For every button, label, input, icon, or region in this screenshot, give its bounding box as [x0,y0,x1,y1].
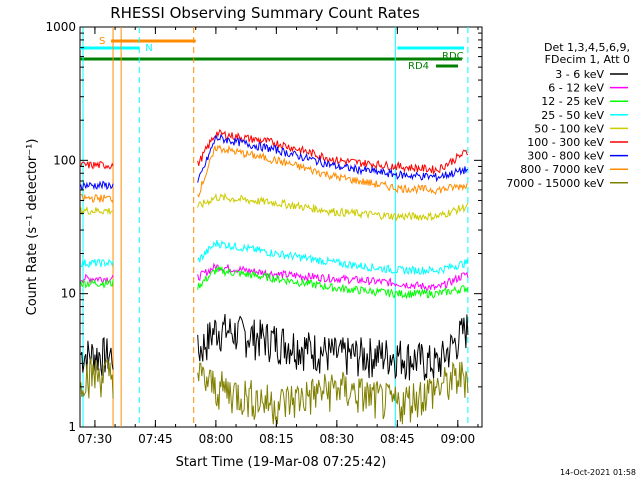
legend-label: 300 - 800 keV [527,150,604,163]
x-tick-label: 07:45 [138,432,173,446]
series-line [80,205,114,216]
legend-label: 25 - 50 keV [541,109,604,122]
legend-label: 100 - 300 keV [527,136,604,149]
legend-label: 50 - 100 keV [534,122,604,135]
series-line [80,278,114,289]
legend-label: 12 - 25 keV [541,95,604,108]
series-line [197,262,469,292]
legend-label: 3 - 6 keV [555,68,604,81]
x-tick-label: 07:30 [78,432,113,446]
series-line [197,192,469,222]
y-tick-label: 10 [61,287,76,301]
legend-label: 6 - 12 keV [548,82,604,95]
x-tick-label: 08:30 [320,432,355,446]
legend-header: Det 1,3,4,5,6,9, [544,41,630,54]
x-tick-label: 09:00 [441,432,476,446]
axis-ticks: 07:30 07:45 08:00 08:15 08:30 08:45 09:00 1 10 10… [45,20,482,446]
legend-label: 800 - 7000 keV [520,163,604,176]
legend-header: FDecim 1, Att 0 [545,53,630,66]
x-tick-label: 08:15 [259,432,294,446]
series-line [197,313,469,381]
time-markers: N S RDC RD4 [80,27,469,427]
series-line [80,161,114,170]
series-line [197,133,468,183]
series-line [80,193,114,203]
series-line [197,361,469,425]
legend: Det 1,3,4,5,6,9,FDecim 1, Att 0 3 - 6 keV… [506,41,630,190]
series-line [197,144,468,198]
y-axis-label: Count Rate (s⁻¹ detector⁻¹) [25,139,40,316]
y-tick-label: 100 [53,153,76,167]
y-tick-label: 1000 [45,20,76,34]
x-tick-label: 08:00 [199,432,234,446]
series-line [80,258,114,269]
series-line [80,336,114,377]
footer-timestamp: 14-Oct-2021 01:58 [560,468,636,477]
series-line [197,239,469,275]
legend-label: 7000 - 15000 keV [506,177,604,190]
x-tick-label: 08:45 [380,432,415,446]
y-tick-label: 1 [68,420,76,434]
rdc-flag-label: RDC [442,51,464,62]
plot-frame [79,26,483,428]
x-axis-label: Start Time (19-Mar-08 07:25:42) [176,455,387,470]
series-line [80,180,114,191]
saa-flag-label: S [99,36,105,47]
series-line [80,273,114,285]
series-line [197,265,469,300]
rd4-flag-label: RD4 [408,61,429,72]
series-layer [80,128,469,425]
chart-title: RHESSI Observing Summary Count Rates [110,4,420,22]
series-line [80,358,114,399]
night-flag-label: N [145,43,152,54]
